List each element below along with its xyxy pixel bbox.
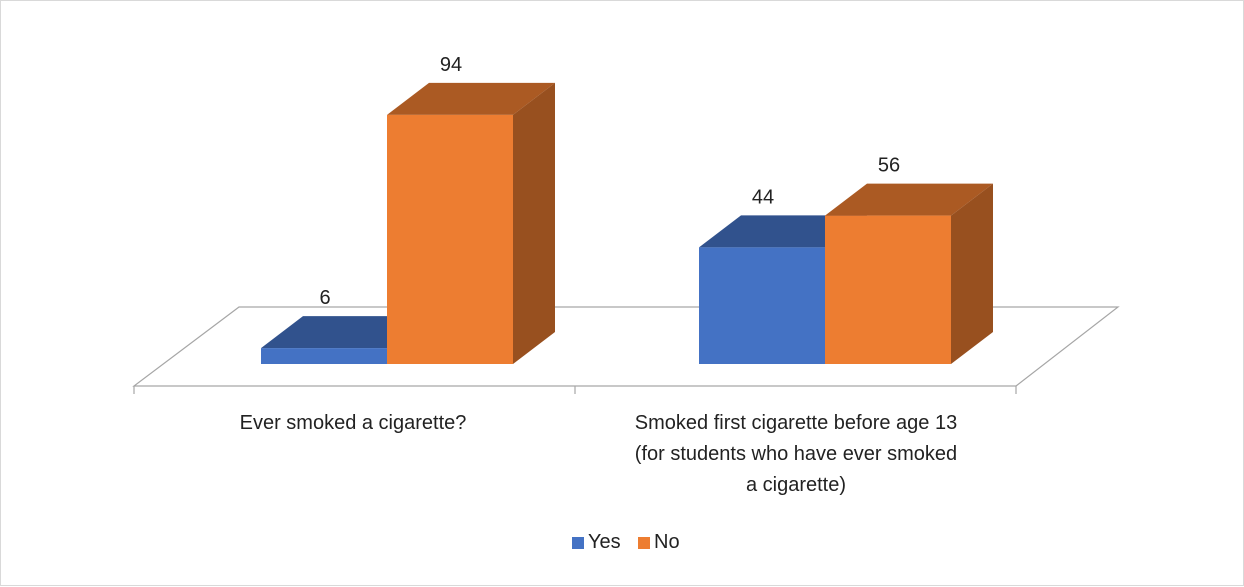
legend-swatch-no xyxy=(638,537,650,549)
category-label-0: Ever smoked a cigarette? xyxy=(240,412,467,434)
bar-yes-1 xyxy=(699,247,825,364)
legend-label-yes: Yes xyxy=(588,531,621,553)
bar-top-no-1 xyxy=(825,183,993,216)
category-label-1: Smoked first cigarette before age 13 xyxy=(635,412,957,434)
bar-yes-0 xyxy=(261,348,387,364)
data-label-yes-0: 6 xyxy=(319,287,330,309)
bar-no-1 xyxy=(825,215,951,364)
legend-label-no: No xyxy=(654,531,680,553)
data-label-no-0: 94 xyxy=(440,54,462,76)
data-label-no-1: 56 xyxy=(878,155,900,177)
data-label-yes-1: 44 xyxy=(752,186,774,208)
bar-side-no-1 xyxy=(951,183,993,364)
bar-top-no-0 xyxy=(387,82,555,115)
legend-swatch-yes xyxy=(572,537,584,549)
bar-no-0 xyxy=(387,114,513,365)
bar-side-no-0 xyxy=(513,82,555,365)
category-label-1: (for students who have ever smoked xyxy=(635,443,957,465)
category-label-1: a cigarette) xyxy=(746,474,846,496)
